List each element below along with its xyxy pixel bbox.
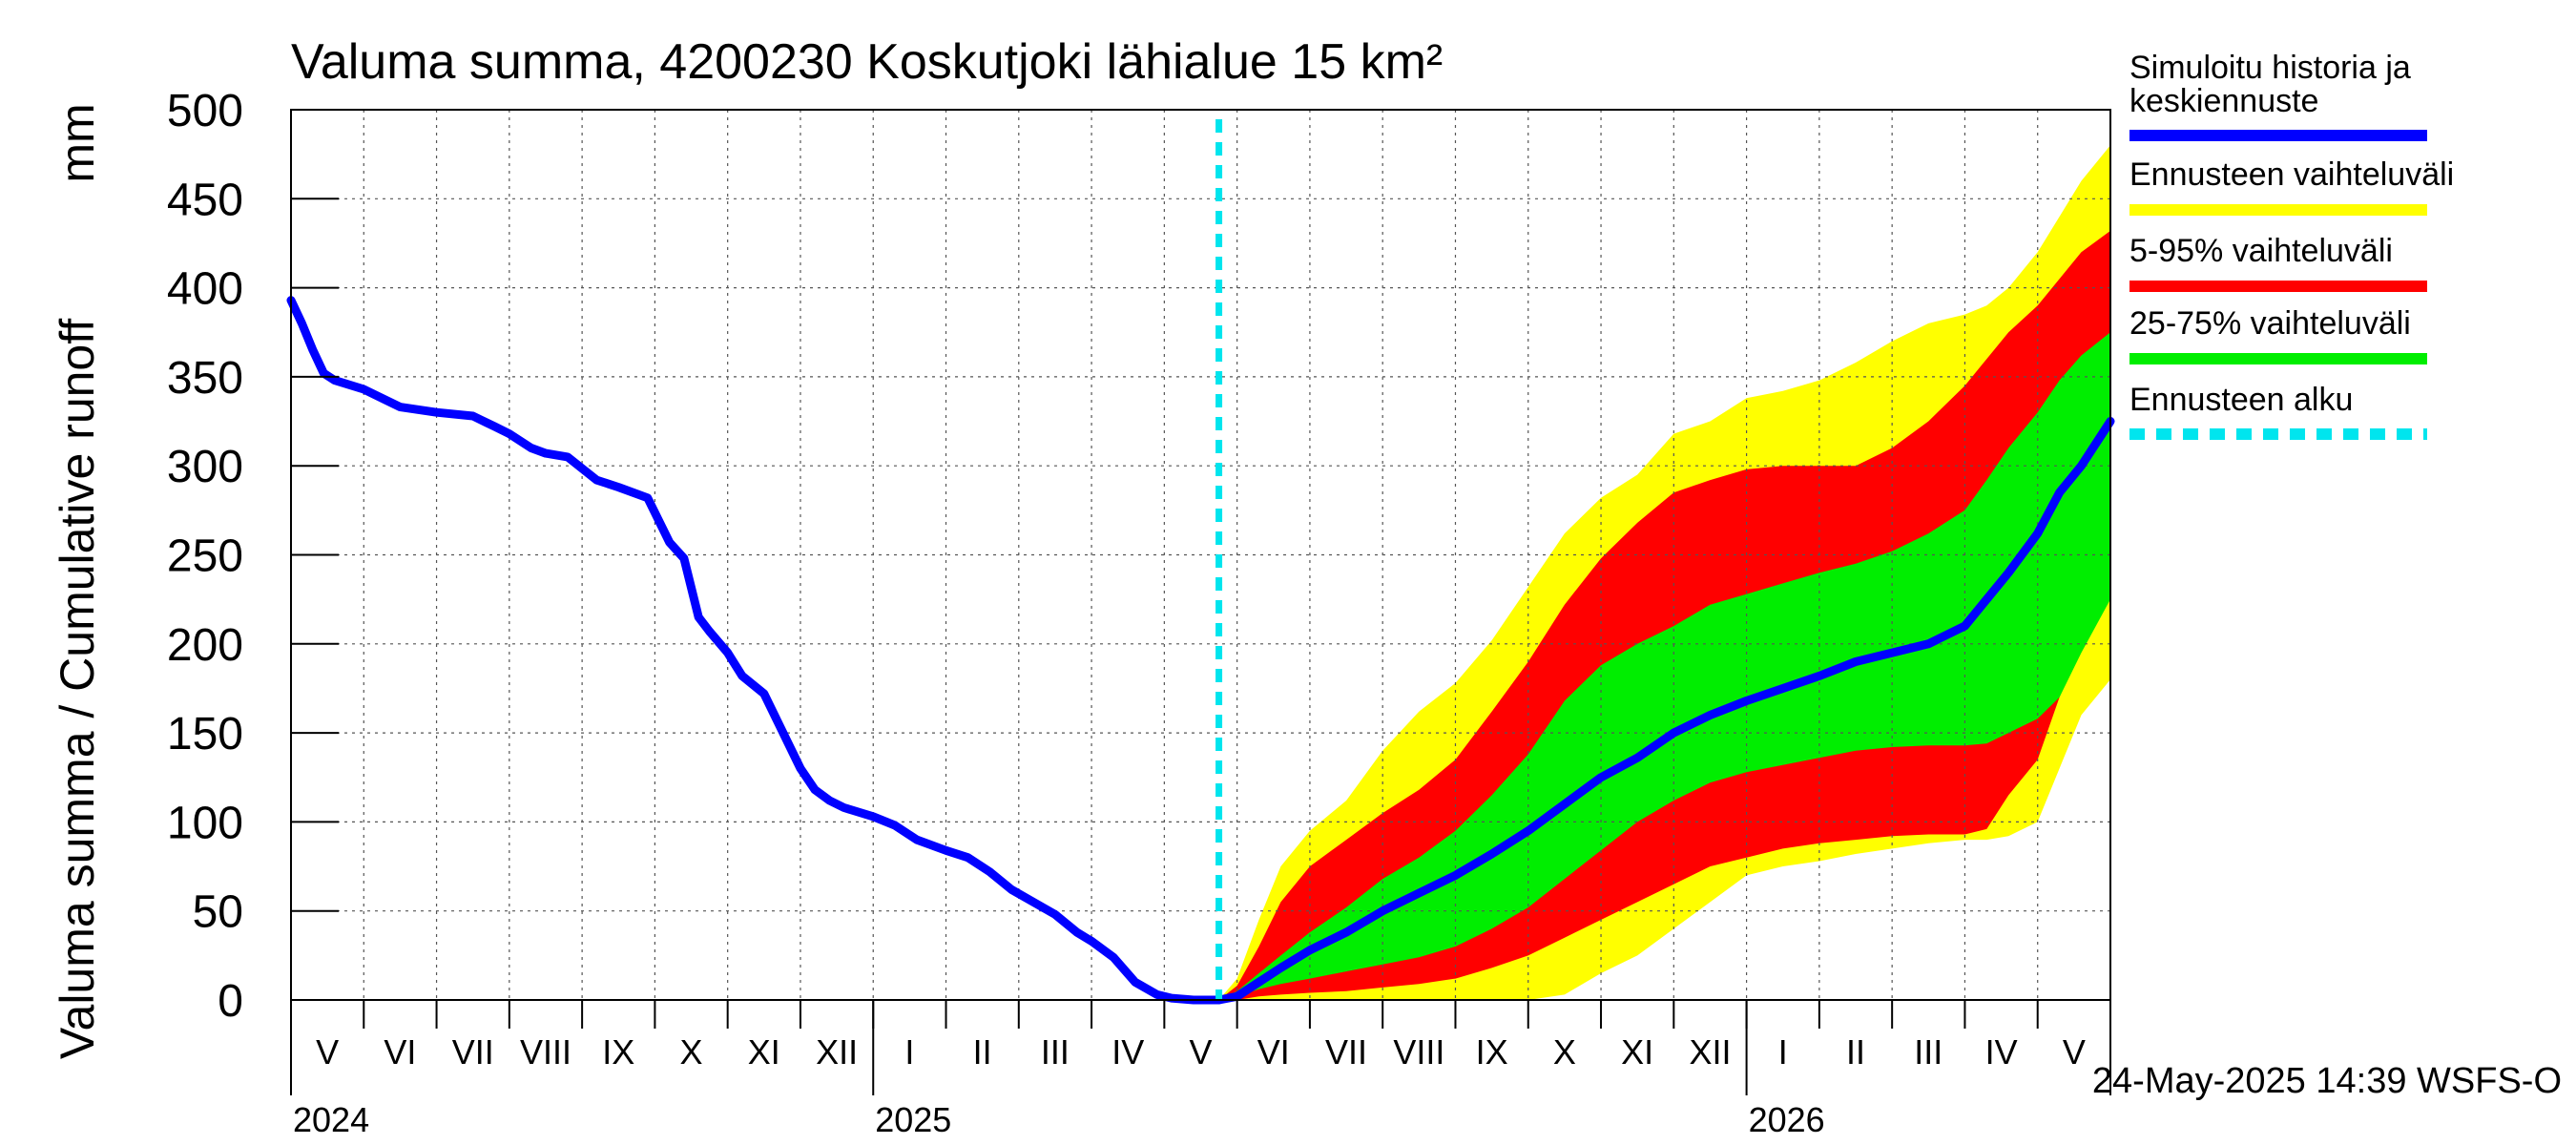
legend-item-2: 5-95% vaihteluväli xyxy=(2129,233,2427,292)
month-label-13: VI xyxy=(1257,1032,1290,1072)
month-label-6: XI xyxy=(748,1032,780,1072)
median-forecast-line xyxy=(1215,417,2115,1005)
y-tick-label-50: 50 xyxy=(193,887,243,938)
y-tick-label-100: 100 xyxy=(167,798,243,848)
month-label-12: V xyxy=(1189,1032,1212,1072)
legend-label-0-line-2: keskiennuste xyxy=(2129,83,2318,119)
legend-label-0-line-1: Simuloitu historia ja xyxy=(2129,50,2411,86)
timestamp-footer: 24-May-2025 14:39 WSFS-O xyxy=(2092,1061,2562,1101)
y-tick-label-150: 150 xyxy=(167,709,243,760)
legend: Simuloitu historia ja keskiennuste Ennuste… xyxy=(2129,50,2454,440)
month-label-18: XI xyxy=(1621,1032,1653,1072)
year-label-2: 2026 xyxy=(1749,1100,1825,1139)
x-axis: V VI VII VIII IX X XI XII I II III IV V VI VII VIII IX X X… xyxy=(290,999,2111,1139)
y-tick-label-450: 450 xyxy=(167,175,243,225)
band-1 xyxy=(1218,230,2110,1000)
month-label-24: V xyxy=(2063,1032,2086,1072)
band-2 xyxy=(1218,332,2110,1000)
series-lines xyxy=(286,119,2115,1005)
history-line xyxy=(286,296,1224,1005)
y-tick-label-0: 0 xyxy=(218,976,243,1027)
month-label-17: X xyxy=(1553,1032,1576,1072)
legend-label-3: 25-75% vaihteluväli xyxy=(2129,305,2411,342)
forecast-bands xyxy=(1218,145,2110,1001)
month-label-23: IV xyxy=(1985,1032,2018,1072)
legend-label-1: Ennusteen vaihteluväli xyxy=(2129,156,2454,193)
month-label-3: VIII xyxy=(520,1032,571,1072)
month-label-20: I xyxy=(1778,1032,1788,1072)
legend-item-1: Ennusteen vaihteluväli xyxy=(2129,156,2454,216)
y-axis-label: Valuma summa / Cumulative runoff xyxy=(51,319,104,1059)
month-label-1: VI xyxy=(384,1032,416,1072)
month-label-10: III xyxy=(1041,1032,1070,1072)
month-label-0: V xyxy=(316,1032,339,1072)
grid-lines xyxy=(291,110,2110,1000)
y-tick-label-400: 400 xyxy=(167,264,243,315)
y-axis-ticks: 0 50 100 150 200 250 300 350 400 450 500 xyxy=(167,86,339,1027)
chart-title: Valuma summa, 4200230 Koskutjoki lähialu… xyxy=(291,34,1443,90)
month-label-2: VII xyxy=(452,1032,494,1072)
year-label-1: 2025 xyxy=(875,1100,951,1139)
month-label-9: II xyxy=(973,1032,992,1072)
y-tick-label-200: 200 xyxy=(167,620,243,671)
legend-item-3: 25-75% vaihteluväli xyxy=(2129,305,2427,364)
month-label-16: IX xyxy=(1476,1032,1508,1072)
legend-item-0: Simuloitu historia ja keskiennuste xyxy=(2129,50,2427,141)
legend-label-0: Simuloitu historia ja keskiennuste xyxy=(2129,50,2411,119)
legend-label-4: Ennusteen alku xyxy=(2129,382,2353,418)
legend-label-2: 5-95% vaihteluväli xyxy=(2129,233,2393,269)
y-tick-label-300: 300 xyxy=(167,442,243,492)
month-label-15: VIII xyxy=(1393,1032,1444,1072)
month-label-21: II xyxy=(1846,1032,1865,1072)
month-label-8: I xyxy=(904,1032,914,1072)
month-label-11: IV xyxy=(1111,1032,1144,1072)
month-label-7: XII xyxy=(816,1032,858,1072)
month-label-5: X xyxy=(680,1032,703,1072)
y-tick-label-250: 250 xyxy=(167,531,243,582)
year-label-0: 2024 xyxy=(293,1100,369,1139)
y-tick-label-500: 500 xyxy=(167,86,243,136)
month-label-19: XII xyxy=(1689,1032,1731,1072)
legend-item-4: Ennusteen alku xyxy=(2129,382,2427,440)
month-label-14: VII xyxy=(1325,1032,1367,1072)
y-tick-label-350: 350 xyxy=(167,353,243,404)
month-label-22: III xyxy=(1914,1032,1942,1072)
y-axis-unit: mm xyxy=(51,103,104,182)
month-label-4: IX xyxy=(602,1032,634,1072)
